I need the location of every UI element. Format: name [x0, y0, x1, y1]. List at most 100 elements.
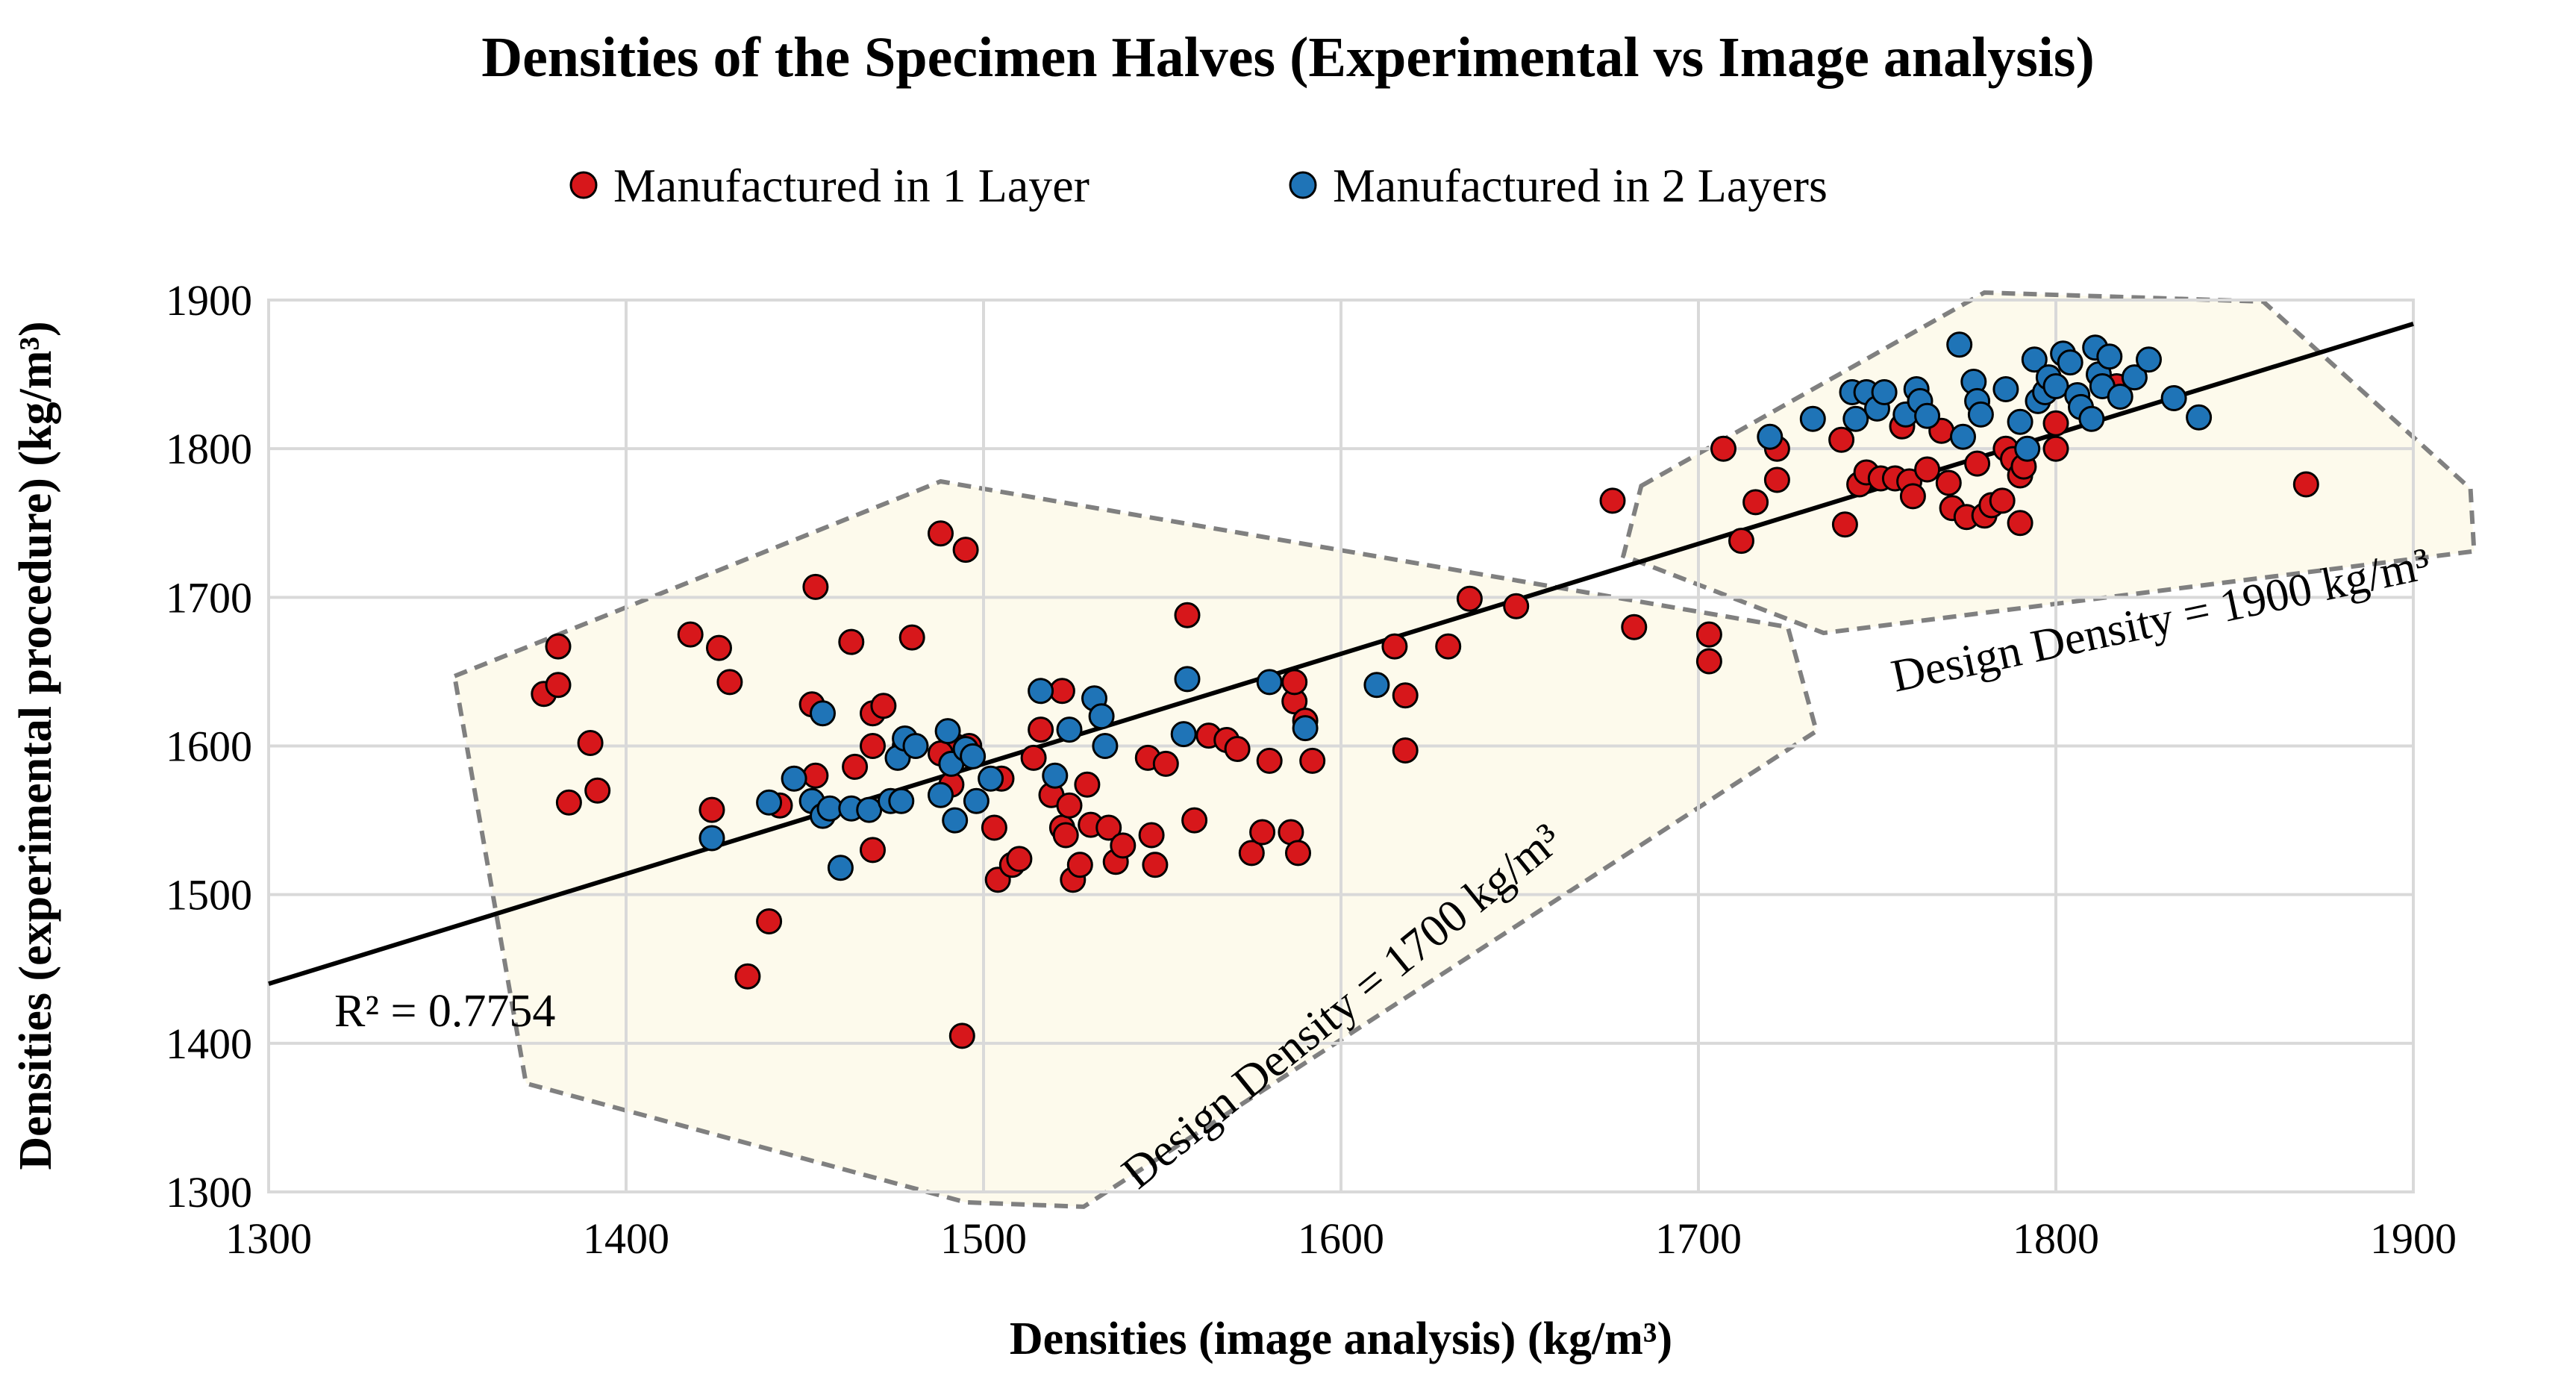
- data-point: [1842, 405, 1869, 432]
- data-point: [1042, 762, 1069, 789]
- data-point: [2160, 385, 2187, 411]
- data-point: [934, 718, 961, 745]
- y-tick-label: 1300: [166, 1168, 252, 1217]
- data-point: [1967, 401, 1994, 428]
- data-point: [1048, 678, 1075, 705]
- data-point: [1074, 771, 1101, 798]
- data-point: [2136, 346, 2162, 373]
- data-point: [1174, 602, 1201, 628]
- chart-title: Densities of the Specimen Halves (Experi…: [481, 26, 2095, 89]
- data-point: [948, 1022, 975, 1049]
- data-point: [1599, 487, 1626, 514]
- data-point: [1138, 822, 1165, 849]
- data-point: [952, 537, 979, 563]
- data-point: [960, 743, 987, 769]
- x-axis-ticks: 1300 1400 1500 1600 1700 1800 1900: [225, 1214, 2457, 1263]
- data-point: [781, 765, 807, 792]
- data-point: [1695, 648, 1722, 675]
- design-density-regions: [451, 290, 2477, 1209]
- data-point: [898, 624, 925, 651]
- data-point: [2107, 384, 2133, 410]
- data-point: [1170, 721, 1197, 748]
- data-point: [1028, 716, 1054, 743]
- data-point: [1392, 737, 1419, 764]
- x-tick-label: 1500: [940, 1214, 1027, 1263]
- data-point: [577, 730, 604, 756]
- data-point: [1292, 715, 1319, 742]
- x-tick-label: 1800: [2013, 1214, 2099, 1263]
- data-point: [584, 777, 611, 804]
- data-point: [555, 789, 582, 816]
- data-point: [928, 520, 954, 547]
- design-density-region-2: [1620, 290, 2477, 636]
- legend-marker-2-layers: [1289, 171, 1317, 199]
- data-point: [2078, 405, 2105, 432]
- data-point: [888, 787, 915, 814]
- data-point: [2021, 346, 2048, 373]
- data-point: [2121, 364, 2148, 391]
- y-axis-label: Densities (experimental procedure) (kg/m…: [10, 321, 61, 1170]
- data-point: [1695, 621, 1722, 648]
- data-point: [838, 628, 865, 655]
- data-point: [810, 700, 836, 727]
- data-point: [1281, 669, 1308, 696]
- data-point: [1095, 814, 1122, 841]
- y-tick-label: 1400: [166, 1020, 252, 1068]
- data-point: [1285, 840, 1311, 867]
- x-tick-label: 1600: [1298, 1214, 1384, 1263]
- legend-label-1-layer: Manufactured in 1 Layer: [613, 159, 1090, 212]
- data-point: [1456, 585, 1483, 612]
- data-point: [1710, 435, 1736, 462]
- data-point: [545, 633, 572, 660]
- r-squared-label: R² = 0.7754: [334, 986, 555, 1037]
- data-point: [1763, 466, 1790, 493]
- y-axis-ticks: 1300 1400 1500 1600 1700 1800 1900: [166, 276, 252, 1217]
- data-point: [1238, 840, 1265, 867]
- x-tick-label: 1900: [2370, 1214, 2457, 1263]
- data-point: [1299, 747, 1326, 774]
- data-point: [545, 672, 572, 699]
- data-point: [1992, 376, 2019, 402]
- legend: Manufactured in 1 Layer Manufactured in …: [569, 159, 1828, 212]
- data-point: [1020, 744, 1047, 771]
- data-point: [734, 963, 761, 990]
- data-point: [2007, 510, 2033, 537]
- data-point: [870, 693, 897, 719]
- data-point: [756, 908, 783, 934]
- data-point: [2096, 343, 2123, 370]
- data-point: [1392, 682, 1419, 709]
- data-point: [2057, 349, 2083, 376]
- data-point: [1363, 672, 1390, 699]
- data-point: [1621, 613, 1648, 640]
- data-point: [2186, 404, 2213, 431]
- x-tick-label: 1300: [225, 1214, 312, 1263]
- data-point: [1249, 819, 1276, 846]
- data-point: [1871, 379, 1898, 405]
- data-point: [1256, 747, 1283, 774]
- data-point: [677, 621, 704, 648]
- data-point: [942, 807, 969, 834]
- data-point: [856, 796, 883, 823]
- data-point: [1256, 669, 1283, 696]
- data-point: [2007, 408, 2033, 435]
- data-point: [1757, 423, 1783, 450]
- y-tick-label: 1900: [166, 276, 252, 325]
- data-point: [1799, 405, 1826, 432]
- data-point: [1142, 852, 1169, 878]
- data-point: [716, 669, 743, 696]
- plot-area-frame: [267, 299, 2415, 1193]
- data-point: [1742, 489, 1769, 516]
- data-point: [756, 789, 783, 816]
- y-tick-label: 1600: [166, 722, 252, 771]
- data-point: [1110, 832, 1137, 859]
- data-point: [698, 825, 725, 852]
- legend-marker-1-layer: [569, 171, 598, 199]
- data-point: [1181, 807, 1208, 834]
- data-point: [2042, 373, 2069, 399]
- data-point: [1056, 792, 1083, 819]
- legend-label-2-layers: Manufactured in 2 Layers: [1333, 159, 1828, 212]
- data-point: [860, 837, 886, 864]
- data-point: [1088, 703, 1115, 730]
- series-2: [698, 331, 2213, 881]
